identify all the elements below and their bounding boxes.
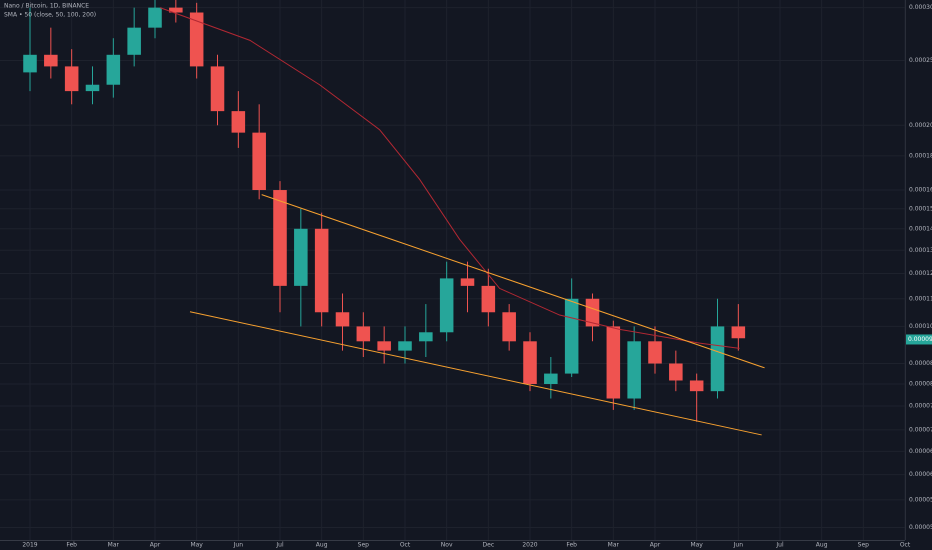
- candle-body: [273, 190, 287, 286]
- candle-body: [710, 326, 725, 392]
- x-tick-label: Jul: [775, 542, 784, 549]
- candle-body: [210, 66, 225, 112]
- candle-body: [564, 298, 579, 374]
- candle-body: [460, 278, 475, 286]
- y-tick-label: 0.0000700: [909, 426, 932, 433]
- last-price-box: [906, 334, 932, 345]
- y-tick-label: 0.0000880: [909, 360, 932, 367]
- x-tick-label: Jun: [733, 542, 744, 549]
- x-tick-label: Jun: [233, 542, 244, 549]
- y-tick-label: 0.0003000: [909, 4, 932, 11]
- chart-title: Nano / Bitcoin, 1D, BINANCE: [4, 3, 89, 10]
- x-tick-label: 2020: [522, 542, 537, 549]
- candle-body: [377, 341, 391, 351]
- candle-body: [502, 312, 516, 342]
- y-tick-label: 0.0002000: [909, 122, 932, 129]
- y-tick-label: 0.0001000: [909, 323, 932, 330]
- plot: [23, 0, 765, 436]
- candle-body: [627, 341, 641, 399]
- candle-body: [231, 111, 246, 133]
- candle-body: [106, 54, 121, 85]
- x-tick-label: Jul: [275, 542, 284, 549]
- indicator-label: SMA • 50 (close, 50, 100, 200): [4, 12, 96, 19]
- x-tick-label: Sep: [858, 542, 870, 549]
- x-tick-label: Aug: [316, 542, 328, 549]
- candle-body: [419, 332, 433, 342]
- y-tick-label: 0.0000600: [909, 471, 932, 478]
- y-tick-label: 0.0001400: [909, 225, 932, 232]
- overlay-line: [261, 194, 765, 369]
- x-tick-label: Apr: [650, 542, 661, 549]
- candle-body: [252, 132, 266, 191]
- candle-body: [523, 341, 537, 385]
- x-tick-label: Feb: [566, 542, 577, 549]
- y-tick-label: 0.0002500: [909, 57, 932, 64]
- candle-body: [356, 326, 371, 342]
- candle-body: [169, 7, 183, 13]
- y-tick-label: 0.0001100: [909, 295, 932, 302]
- overlay-line: [159, 7, 740, 349]
- axes: 0.0003000 0.0002500 0.0002000 0.0001800 0.00…: [22, 4, 932, 549]
- x-tick-label: May: [190, 542, 203, 549]
- y-tick-label: 0.0000500: [909, 524, 932, 531]
- candle-body: [439, 278, 454, 333]
- y-tick-label: 0.0000550: [909, 496, 932, 503]
- overlay-line: [189, 311, 762, 436]
- candle-body: [606, 326, 621, 399]
- candle-body: [398, 341, 412, 351]
- candle-body: [731, 326, 746, 339]
- x-tick-label: 2019: [22, 542, 37, 549]
- y-tick-label: 0.0001500: [909, 205, 932, 212]
- candle-body: [544, 373, 558, 385]
- candle-body: [481, 285, 496, 313]
- candle-body: [44, 54, 58, 67]
- candle-body: [23, 54, 37, 73]
- x-tick-label: Nov: [441, 542, 453, 549]
- y-tick-label: 0.0001600: [909, 187, 932, 194]
- y-tick-label: 0.0000650: [909, 448, 932, 455]
- candle-body: [85, 84, 100, 92]
- x-tick-label: Dec: [483, 542, 495, 549]
- y-tick-label: 0.0000760: [909, 403, 932, 410]
- x-tick-label: Aug: [816, 542, 828, 549]
- x-tick-label: Apr: [150, 542, 161, 549]
- y-tick-label: 0.0000820: [909, 381, 932, 388]
- x-tick-label: Mar: [108, 542, 120, 549]
- candle-body: [669, 363, 683, 381]
- candle-body: [335, 312, 350, 327]
- candle-body: [64, 66, 79, 92]
- x-tick-label: Oct: [400, 542, 411, 549]
- candle-body: [148, 7, 162, 28]
- candle-body: [189, 12, 204, 67]
- candle-body: [689, 380, 704, 392]
- x-tick-label: Sep: [358, 542, 370, 549]
- y-tick-label: 0.0001800: [909, 152, 932, 159]
- x-tick-label: Oct: [900, 542, 911, 549]
- x-tick-label: Feb: [66, 542, 77, 549]
- candle-body: [314, 228, 329, 313]
- y-tick-label: 0.0001300: [909, 247, 932, 254]
- candle-body: [585, 298, 600, 327]
- x-tick-label: May: [690, 542, 703, 549]
- candle-body: [127, 27, 141, 55]
- y-tick-label: 0.0001200: [909, 270, 932, 277]
- last-price-label: 0.0000956: [908, 336, 932, 343]
- x-tick-label: Mar: [608, 542, 620, 549]
- candle-body: [294, 228, 308, 286]
- candle-body: [648, 341, 662, 364]
